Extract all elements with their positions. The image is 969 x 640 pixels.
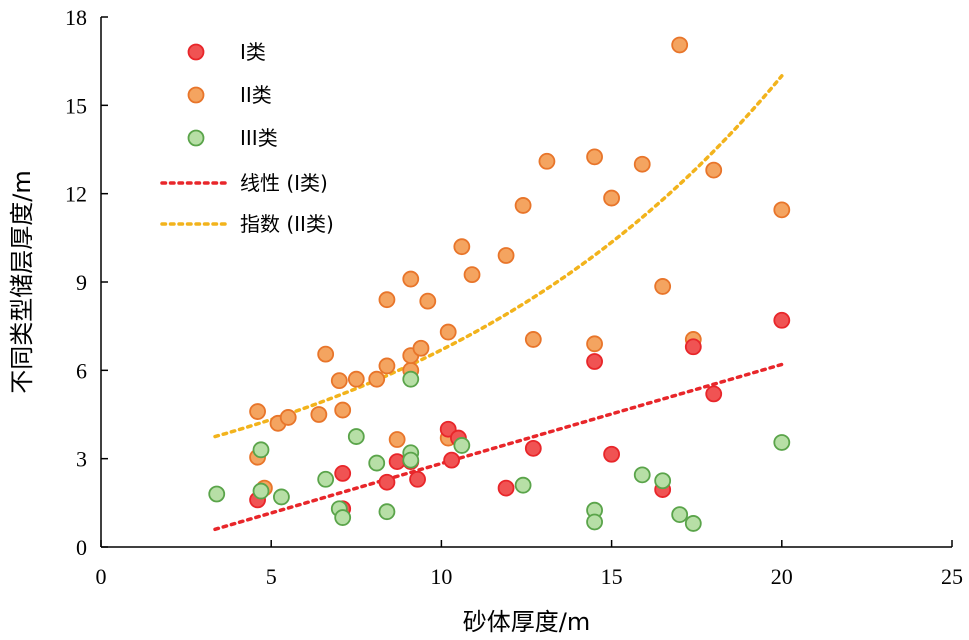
legend-label-linear-i: 线性 (I类) [240, 171, 328, 195]
data-point-ii [538, 152, 556, 170]
data-point-ii [249, 403, 266, 420]
data-point-iii [402, 451, 420, 469]
data-point-iii [654, 472, 672, 490]
data-point-ii [705, 161, 723, 179]
y-axis-title: 不同类型储层厚度/m [8, 170, 36, 393]
data-point-ii [671, 36, 689, 54]
data-point-ii [633, 155, 651, 173]
data-point-i [378, 473, 396, 491]
data-point-ii [773, 201, 791, 219]
data-point-i [497, 479, 515, 497]
data-point-ii [439, 323, 457, 341]
data-point-iii [671, 506, 689, 524]
data-point-ii [514, 197, 532, 214]
data-point-iii [378, 503, 396, 521]
data-point-ii [317, 345, 335, 363]
legend-marker-ii [187, 86, 205, 104]
series-ii [249, 36, 791, 497]
data-point-iii [368, 454, 386, 472]
data-point-ii [388, 431, 406, 448]
data-point-ii [654, 278, 672, 295]
data-point-ii [586, 335, 603, 353]
axes: 0 3 6 9 12 15 18 0 5 10 15 20 25 [65, 5, 963, 589]
data-point-iii [317, 470, 335, 488]
data-point-iii [684, 515, 702, 532]
data-points [208, 36, 791, 532]
data-point-i [524, 439, 542, 457]
data-point-iii [586, 513, 603, 531]
data-point-iii [273, 488, 290, 506]
data-point-ii [368, 370, 386, 388]
data-point-ii [378, 291, 396, 309]
data-point-iii [252, 482, 270, 500]
data-point-ii [453, 238, 471, 256]
y-tick-label: 0 [76, 535, 87, 560]
x-tick-label: 0 [96, 564, 107, 589]
legend-label-ii: II类 [240, 83, 272, 107]
x-tick-label: 5 [266, 564, 277, 589]
data-point-i [334, 464, 352, 482]
data-point-iii [334, 509, 352, 526]
legend-label-i: I类 [240, 40, 266, 64]
y-tick-label: 15 [65, 93, 87, 118]
data-point-i [603, 445, 620, 463]
data-point-i [409, 470, 426, 488]
y-tick-label: 12 [65, 182, 87, 207]
x-tick-label: 10 [430, 564, 452, 589]
data-point-iii [514, 476, 532, 494]
data-point-iii [773, 434, 791, 451]
data-point-ii [603, 189, 620, 207]
x-tick-label: 20 [771, 564, 793, 589]
data-point-i [705, 385, 723, 403]
series-iii [208, 370, 791, 532]
data-point-iii [402, 370, 420, 388]
legend-label-exponential-ii: 指数 (II类) [240, 212, 334, 236]
data-point-i [773, 311, 791, 329]
data-point-ii [402, 270, 420, 288]
trendlines [213, 74, 784, 532]
y-tick-label: 6 [76, 358, 87, 383]
trendline-linear-i [213, 362, 784, 532]
data-point-ii [334, 401, 352, 419]
data-point-iii [633, 466, 651, 484]
x-tick-label: 15 [601, 564, 623, 589]
data-point-iii [208, 485, 226, 503]
x-tick-label: 25 [941, 564, 963, 589]
data-point-iii [347, 428, 365, 445]
data-point-i [684, 338, 702, 356]
trendline-exponential-ii [213, 74, 784, 439]
data-point-ii [347, 370, 365, 388]
data-point-i [586, 353, 603, 370]
x-axis-title: 砂体厚度/m [463, 608, 590, 636]
y-tick-label: 3 [76, 447, 87, 472]
data-point-ii [330, 372, 348, 390]
data-point-i [443, 451, 461, 469]
data-point-ii [412, 339, 430, 357]
data-point-ii [497, 247, 515, 264]
data-point-ii [419, 292, 437, 310]
y-tick-label: 9 [76, 270, 87, 295]
legend-label-iii: III类 [240, 126, 278, 150]
y-tick-label: 18 [65, 5, 87, 30]
legend-marker-i [187, 43, 205, 61]
data-point-ii [524, 331, 542, 348]
data-point-ii [378, 357, 396, 375]
data-point-ii [310, 406, 328, 423]
data-point-iii [252, 441, 270, 459]
data-point-iii [453, 437, 471, 454]
data-point-ii [279, 409, 297, 426]
data-point-ii [463, 266, 481, 284]
data-point-ii [586, 148, 603, 166]
legend-marker-iii [187, 129, 205, 147]
